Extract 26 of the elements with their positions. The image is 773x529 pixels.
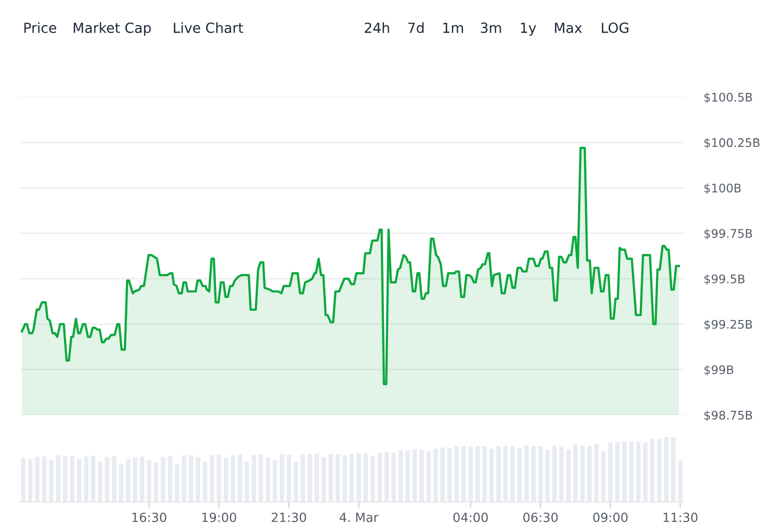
x-tick-label: 21:30 xyxy=(272,512,306,522)
x-tick-label: 06:30 xyxy=(523,512,558,522)
y-tick-label: $98.75B xyxy=(704,410,752,422)
text: Price xyxy=(24,22,56,34)
y-tick-label: $100.25B xyxy=(704,138,760,149)
y-tick-label: $100.5B xyxy=(704,92,752,104)
y-tick-label: $99.75B xyxy=(704,228,752,240)
x-tick-label: 19:00 xyxy=(202,512,236,522)
text: Max xyxy=(555,22,582,34)
text: 24h xyxy=(364,22,390,33)
x-tick-label: 11:30 xyxy=(664,512,698,522)
text: Market Cap xyxy=(74,22,151,36)
y-tick-label: $100B xyxy=(704,183,741,194)
text: 1m xyxy=(443,22,464,33)
y-tick-label: $99.25B xyxy=(704,320,752,330)
text: Live Chart xyxy=(174,22,244,34)
x-tick-label: 16:30 xyxy=(132,512,166,522)
x-tick-label: 4. Mar xyxy=(340,512,378,522)
y-tick-label: $99B xyxy=(704,365,734,376)
x-tick-label: 09:00 xyxy=(593,512,628,522)
x-tick-label: 04:00 xyxy=(453,512,488,522)
y-tick-label: $99.5B xyxy=(704,274,745,285)
text: 7d xyxy=(408,22,424,34)
text: 1y xyxy=(520,22,536,36)
text: 3m xyxy=(480,22,502,34)
text: LOG xyxy=(602,22,628,34)
